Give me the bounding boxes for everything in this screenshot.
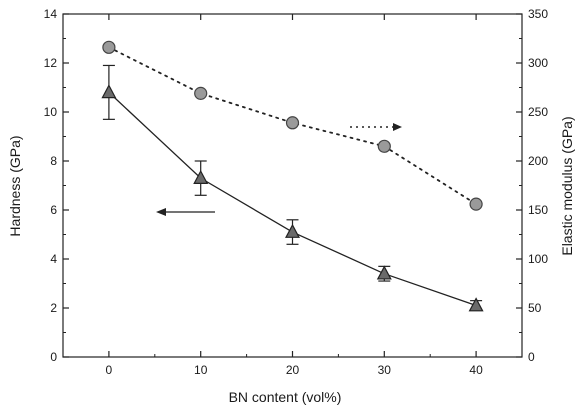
data-point-triangle bbox=[285, 223, 300, 238]
y-left-tick-label: 0 bbox=[50, 350, 57, 364]
y-right-tick-label: 200 bbox=[528, 154, 548, 168]
arrow-right-head bbox=[393, 123, 402, 131]
data-point-circle bbox=[102, 40, 116, 54]
y-left-tick-label: 6 bbox=[50, 203, 57, 217]
series-2 bbox=[102, 40, 483, 211]
data-point-triangle bbox=[468, 297, 484, 312]
y-right-tick-label: 300 bbox=[528, 56, 548, 70]
x-tick-label: 10 bbox=[194, 363, 208, 377]
data-point-triangle bbox=[193, 169, 209, 184]
y-right-tick-label: 350 bbox=[528, 7, 548, 21]
x-tick-label: 40 bbox=[469, 363, 483, 377]
plot-border bbox=[62, 13, 523, 358]
y-axis-right: 0 50 100 150 200 250 300 350 bbox=[516, 7, 548, 364]
y-left-tick-label: 4 bbox=[50, 252, 57, 266]
x-tick-label: 20 bbox=[286, 363, 300, 377]
annotation-layer bbox=[156, 123, 402, 216]
arrow-left-head bbox=[156, 208, 166, 216]
data-point-circle bbox=[285, 116, 300, 130]
y-left-tick-label: 14 bbox=[44, 7, 58, 21]
x-tick-label: 30 bbox=[378, 363, 392, 377]
y-axis-left-title: Hardness (GPa) bbox=[7, 135, 23, 236]
data-point-circle bbox=[377, 139, 391, 153]
series-layer bbox=[101, 40, 484, 312]
y-left-tick-label: 2 bbox=[50, 301, 57, 315]
y-axis-left: 0 2 4 6 8 10 12 14 bbox=[44, 7, 69, 364]
series-1 bbox=[101, 64, 484, 312]
data-point-circle bbox=[194, 86, 208, 100]
y-right-tick-label: 50 bbox=[528, 301, 542, 315]
data-point-triangle bbox=[101, 84, 117, 99]
plot-frame bbox=[62, 13, 523, 358]
y-right-tick-label: 100 bbox=[528, 252, 548, 266]
y-right-tick-label: 0 bbox=[528, 350, 535, 364]
y-axis-right-title: Elastic modulus (GPa) bbox=[559, 116, 575, 255]
data-point-circle bbox=[469, 197, 483, 211]
y-right-tick-label: 150 bbox=[528, 203, 548, 217]
y-left-tick-label: 12 bbox=[44, 56, 58, 70]
data-point-triangle bbox=[376, 265, 392, 280]
y-left-tick-label: 10 bbox=[44, 105, 58, 119]
x-axis: 0 10 20 30 40 bbox=[62, 14, 523, 377]
series-2-line bbox=[108, 46, 478, 206]
y-left-tick-label: 8 bbox=[50, 154, 57, 168]
x-tick-label: 0 bbox=[106, 363, 113, 377]
y-right-tick-label: 250 bbox=[528, 105, 548, 119]
x-axis-title: BN content (vol%) bbox=[229, 389, 342, 405]
